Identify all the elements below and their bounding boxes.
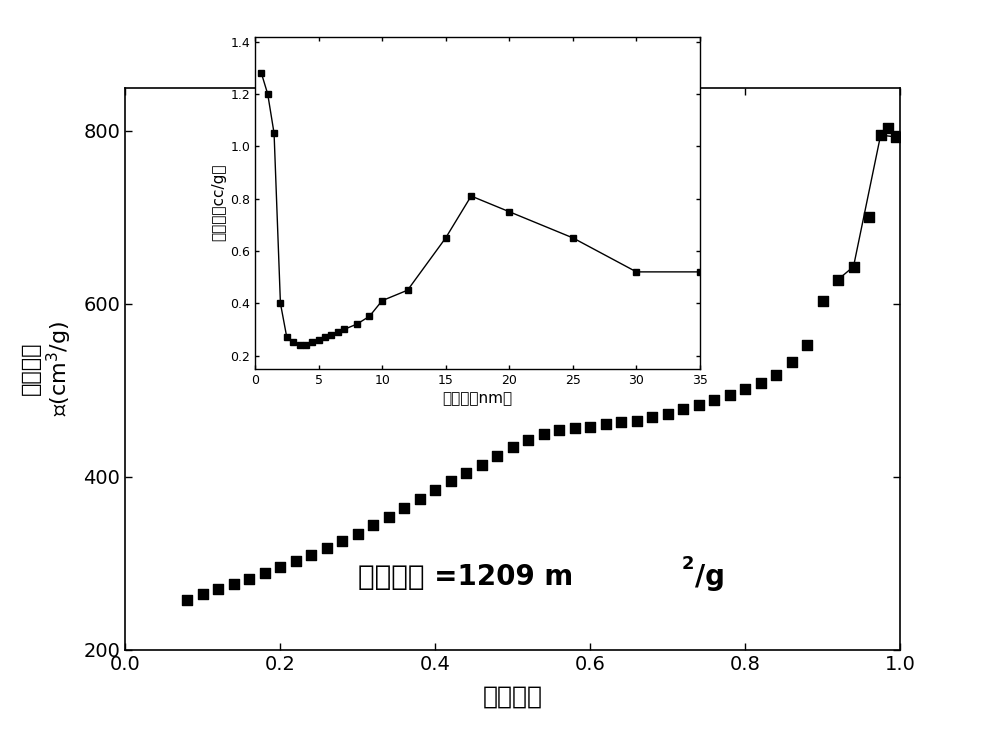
Point bbox=[303, 549, 319, 561]
Point bbox=[334, 535, 350, 547]
Point bbox=[737, 383, 753, 394]
Point bbox=[814, 296, 830, 307]
Point bbox=[880, 123, 896, 134]
Point bbox=[318, 542, 334, 553]
Point bbox=[722, 389, 738, 401]
Point bbox=[873, 129, 889, 141]
Point bbox=[504, 442, 520, 453]
Point bbox=[598, 418, 614, 430]
Point bbox=[241, 573, 257, 585]
Point bbox=[644, 411, 660, 423]
Point bbox=[846, 261, 862, 272]
X-axis label: 孔半径（nm）: 孔半径（nm） bbox=[442, 391, 513, 406]
Point bbox=[768, 369, 784, 380]
Point bbox=[427, 484, 443, 496]
Point bbox=[179, 593, 195, 605]
Point bbox=[489, 450, 505, 462]
Point bbox=[861, 212, 877, 223]
Point bbox=[380, 511, 396, 523]
Point bbox=[799, 339, 815, 351]
Text: 吸附体积
［(cm$^{3}$/g): 吸附体积 ［(cm$^{3}$/g) bbox=[21, 321, 74, 416]
Point bbox=[551, 424, 567, 436]
Point bbox=[458, 467, 474, 479]
Point bbox=[350, 528, 366, 539]
Point bbox=[784, 356, 800, 368]
Y-axis label: 孔体积（cc/g）: 孔体积（cc/g） bbox=[211, 164, 226, 242]
Point bbox=[753, 377, 769, 389]
Point bbox=[582, 420, 598, 432]
Point bbox=[210, 583, 226, 595]
X-axis label: 相对压力: 相对压力 bbox=[482, 685, 542, 709]
Text: /g: /g bbox=[695, 563, 725, 591]
Text: 2: 2 bbox=[681, 556, 694, 573]
Point bbox=[272, 561, 288, 572]
Text: 比表面积 =1209 m: 比表面积 =1209 m bbox=[358, 563, 573, 591]
Point bbox=[226, 578, 242, 590]
Point bbox=[412, 493, 428, 505]
Point bbox=[288, 555, 304, 566]
Point bbox=[888, 131, 904, 143]
Point bbox=[256, 567, 272, 579]
Point bbox=[396, 502, 412, 514]
Point bbox=[830, 274, 846, 285]
Point bbox=[536, 429, 552, 440]
Point bbox=[365, 519, 381, 531]
Point bbox=[613, 416, 629, 428]
Point bbox=[194, 588, 211, 600]
Point bbox=[629, 415, 645, 426]
Point bbox=[690, 399, 706, 411]
Point bbox=[675, 404, 691, 415]
Point bbox=[442, 475, 458, 487]
Point bbox=[706, 394, 722, 406]
Point bbox=[660, 408, 676, 420]
Point bbox=[474, 458, 490, 470]
Point bbox=[520, 434, 536, 446]
Point bbox=[566, 423, 582, 434]
